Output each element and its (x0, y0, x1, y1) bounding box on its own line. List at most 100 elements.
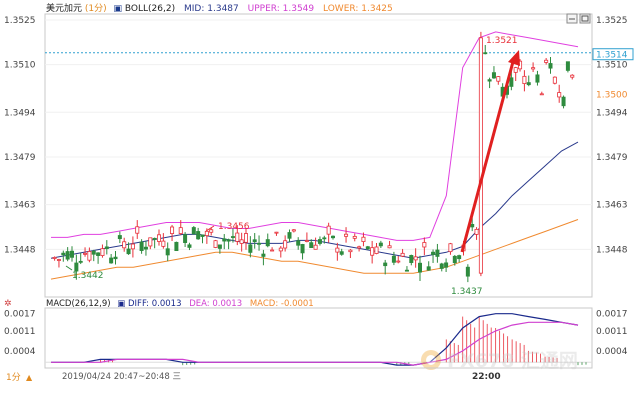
candle-body (248, 244, 253, 253)
candle-body (417, 262, 422, 273)
symbol-name: 美元加元 (46, 2, 82, 14)
candle-body (252, 239, 257, 243)
candle-body (548, 63, 553, 69)
candle-body (74, 262, 79, 272)
candle-body (474, 228, 479, 235)
macd-label: MACD (250, 299, 276, 309)
candle-body (178, 227, 183, 234)
candle-body (109, 257, 114, 264)
interval-dropdown-icon[interactable]: ▲ (26, 373, 33, 382)
candle-body (139, 241, 144, 251)
right-tick-label: 1.3463 (596, 201, 628, 211)
candle-body (465, 266, 470, 277)
candle-body (361, 236, 366, 242)
candle-body (439, 263, 444, 269)
candle-body (487, 79, 492, 82)
candle-body (222, 238, 227, 242)
candle-body (96, 252, 101, 256)
mid-value: 1.3487 (207, 4, 239, 14)
candle-body (561, 96, 566, 107)
candle-body (426, 266, 431, 271)
right-tick-label: 1.3510 (596, 61, 628, 71)
interval-selector[interactable]: 1分 (6, 372, 21, 383)
right-axis-ticks: 1.3525 1.3510 1.3494 1.3479 1.3463 1.3448 (596, 16, 628, 255)
candle-body (357, 246, 362, 249)
candle-body (270, 249, 275, 252)
macd-left-tick-label: 0.0004 (4, 347, 36, 357)
candle-body (544, 59, 549, 63)
candle-body (152, 237, 157, 240)
candle-body (183, 234, 188, 243)
candle-body (330, 235, 335, 239)
candle-body (148, 237, 153, 247)
candle-body (509, 77, 514, 87)
candle-body (291, 229, 296, 232)
right-tick-label: 1.3479 (596, 153, 628, 163)
candle-body (470, 223, 475, 228)
candle-body (78, 260, 83, 263)
candle-body (365, 246, 370, 250)
left-tick-label: 1.3494 (4, 108, 36, 118)
candle-body (209, 229, 214, 233)
candle-body (326, 225, 331, 235)
candle-body (130, 243, 135, 250)
candle-body (265, 239, 270, 247)
candle-body (526, 82, 531, 86)
candle-body (126, 248, 131, 255)
macd-left-tick-label: 0.0017 (4, 310, 36, 320)
candle-body (122, 241, 127, 249)
candle-body (400, 252, 405, 257)
candle-body (309, 242, 314, 249)
interval-tag: (1分) (85, 3, 107, 14)
candle-body (239, 239, 244, 244)
candle-body (352, 235, 357, 239)
candle-body (83, 252, 88, 255)
candle-body (448, 243, 453, 253)
candle-body (322, 237, 327, 240)
candle-body (413, 256, 418, 261)
boll-indicator: BOLL(26,2) (125, 4, 175, 14)
macd-right-tick-label: 0.0004 (596, 347, 628, 357)
diff-label: DIFF (128, 299, 147, 309)
candle-body (444, 262, 449, 268)
candle-body (422, 242, 427, 248)
candle-body (483, 52, 488, 55)
candle-body (230, 236, 235, 238)
maximize-icon[interactable] (579, 13, 591, 24)
left-tick-label: 1.3479 (4, 153, 36, 163)
lower-value: 1.3425 (361, 4, 393, 14)
candle-body (296, 240, 301, 246)
candle-body (156, 234, 161, 242)
candle-body (91, 250, 96, 255)
left-axis-ticks: 1.3525 1.3510 1.3494 1.3479 1.3463 1.3448 (4, 16, 36, 255)
candle-body (143, 246, 148, 250)
candle-body (344, 233, 349, 237)
candle-body (457, 255, 462, 260)
current-price-box (592, 48, 634, 61)
candle-body (374, 246, 379, 254)
right-tick-label: 1.3525 (596, 16, 628, 26)
candle-body (274, 231, 279, 234)
candle-body (61, 252, 66, 256)
macd-left-tick-label: 0.0011 (4, 327, 36, 337)
candle-body (431, 251, 436, 255)
dea-line (51, 321, 579, 366)
lower-band-line (50, 219, 579, 280)
macd-settings-icon[interactable]: ✲ (4, 299, 12, 309)
candle-body (104, 246, 109, 250)
candle-body (65, 251, 70, 260)
candle-body (287, 232, 292, 239)
candle-body (56, 259, 61, 261)
mid-label: MID (184, 4, 201, 14)
candle-body (435, 249, 440, 257)
left-tick-label: 1.3510 (4, 61, 36, 71)
candle-body (165, 248, 170, 256)
candle-body (491, 72, 496, 79)
candle-body (243, 233, 248, 243)
candle-body (87, 251, 92, 261)
watermark: FX678 汇通网 (421, 350, 578, 372)
candle-body (113, 256, 118, 260)
macd-name: MACD(26,12,9) (46, 299, 111, 309)
